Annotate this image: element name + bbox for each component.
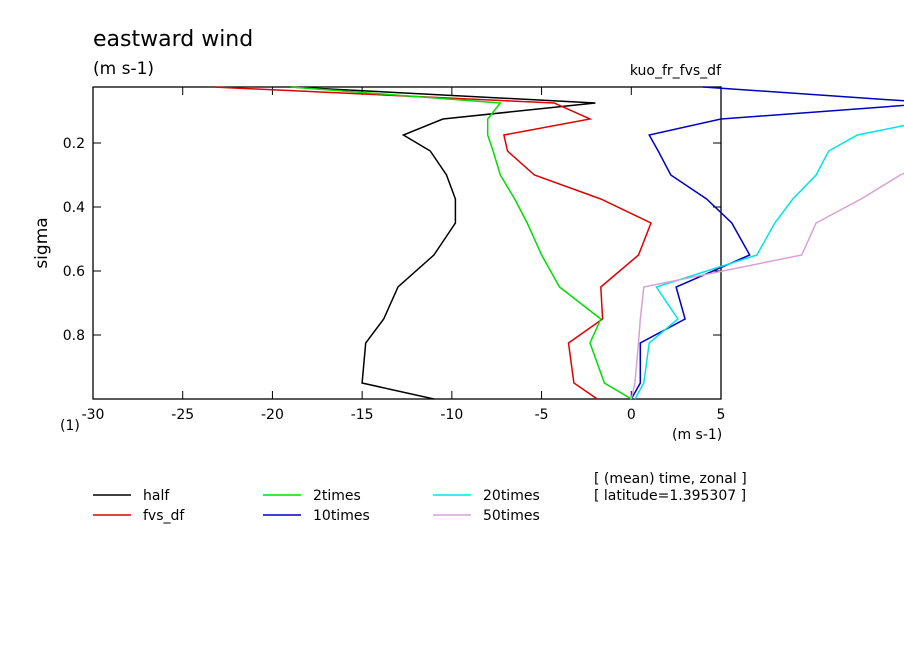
series-line bbox=[634, 124, 904, 400]
legend-label: half bbox=[143, 488, 170, 504]
x-tick-label: 5 bbox=[717, 407, 726, 423]
x-tick-label: -5 bbox=[535, 407, 549, 423]
legend-label: 50times bbox=[483, 508, 540, 524]
y-tick-label: 0.4 bbox=[63, 200, 85, 216]
x-tick-label: -30 bbox=[82, 407, 105, 423]
annotation: [ (mean) time, zonal ] bbox=[594, 471, 747, 487]
series-line bbox=[630, 86, 904, 400]
x-tick-label: 0 bbox=[627, 407, 636, 423]
series-line bbox=[213, 86, 652, 400]
series-line bbox=[630, 172, 904, 400]
plot-frame bbox=[92, 86, 722, 400]
legend-label: 10times bbox=[313, 508, 370, 524]
annotation: [ latitude=1.395307 ] bbox=[594, 488, 746, 504]
run-label: kuo_fr_fvs_df bbox=[630, 63, 722, 79]
y-tick-label: 0.2 bbox=[63, 136, 85, 152]
x-tick-label: -10 bbox=[440, 407, 463, 423]
x-tick-label: -15 bbox=[351, 407, 374, 423]
x-axis-label: (m s-1) bbox=[672, 427, 722, 443]
y-tick-label: 0.8 bbox=[63, 328, 85, 344]
series-line bbox=[290, 86, 596, 400]
legend-label: 2times bbox=[313, 488, 361, 504]
series-line bbox=[290, 86, 632, 400]
chart-subtitle: (m s-1) bbox=[93, 59, 154, 79]
chart-title: eastward wind bbox=[93, 27, 253, 52]
x-tick-label: -20 bbox=[261, 407, 284, 423]
y-axis-label: sigma bbox=[32, 217, 52, 268]
y-tick-label: 0.6 bbox=[63, 264, 85, 280]
x-tick-label: -25 bbox=[171, 407, 194, 423]
legend-label: fvs_df bbox=[143, 508, 185, 524]
legend-label: 20times bbox=[483, 488, 540, 504]
y-unit-label: (1) bbox=[60, 418, 80, 434]
